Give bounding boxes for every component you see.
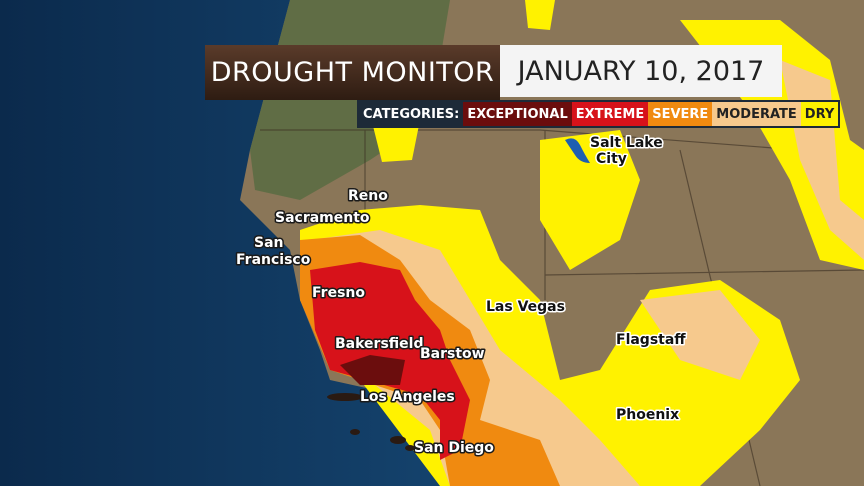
great-salt-lake bbox=[565, 138, 590, 163]
city-label: San Diego bbox=[414, 440, 494, 456]
legend-item: DRY bbox=[800, 102, 839, 126]
legend-item: MODERATE bbox=[712, 102, 801, 126]
legend-label: CATEGORIES: bbox=[363, 106, 460, 122]
legend-item: EXTREME bbox=[571, 102, 649, 126]
moderate-area bbox=[640, 290, 760, 380]
map-date: JANUARY 10, 2017 bbox=[500, 45, 782, 97]
legend: CATEGORIES: EXCEPTIONAL EXTREME SEVERE MODE… bbox=[357, 100, 841, 128]
city-label: Flagstaff bbox=[616, 332, 686, 348]
city-label: San bbox=[254, 235, 284, 251]
city-label: Francisco bbox=[236, 252, 311, 268]
city-label: City bbox=[596, 151, 627, 167]
map-title: DROUGHT MONITOR bbox=[205, 45, 500, 100]
city-label: Phoenix bbox=[616, 407, 679, 423]
city-label: Fresno bbox=[312, 285, 365, 301]
city-label: Salt Lake bbox=[590, 135, 663, 151]
dry-area bbox=[525, 0, 555, 30]
legend-item: EXCEPTIONAL bbox=[463, 102, 572, 126]
city-label: Barstow bbox=[420, 346, 485, 362]
islands bbox=[327, 393, 415, 451]
exceptional-area bbox=[340, 355, 405, 385]
legend-item: SEVERE bbox=[648, 102, 713, 126]
city-label: Las Vegas bbox=[486, 299, 565, 315]
city-label: Reno bbox=[348, 188, 388, 204]
city-label: Bakersfield bbox=[335, 336, 423, 352]
drought-areas bbox=[300, 0, 864, 486]
dry-area bbox=[540, 130, 640, 270]
city-label: Sacramento bbox=[275, 210, 370, 226]
dry-area bbox=[372, 120, 420, 162]
city-label: Los Angeles bbox=[360, 389, 455, 405]
